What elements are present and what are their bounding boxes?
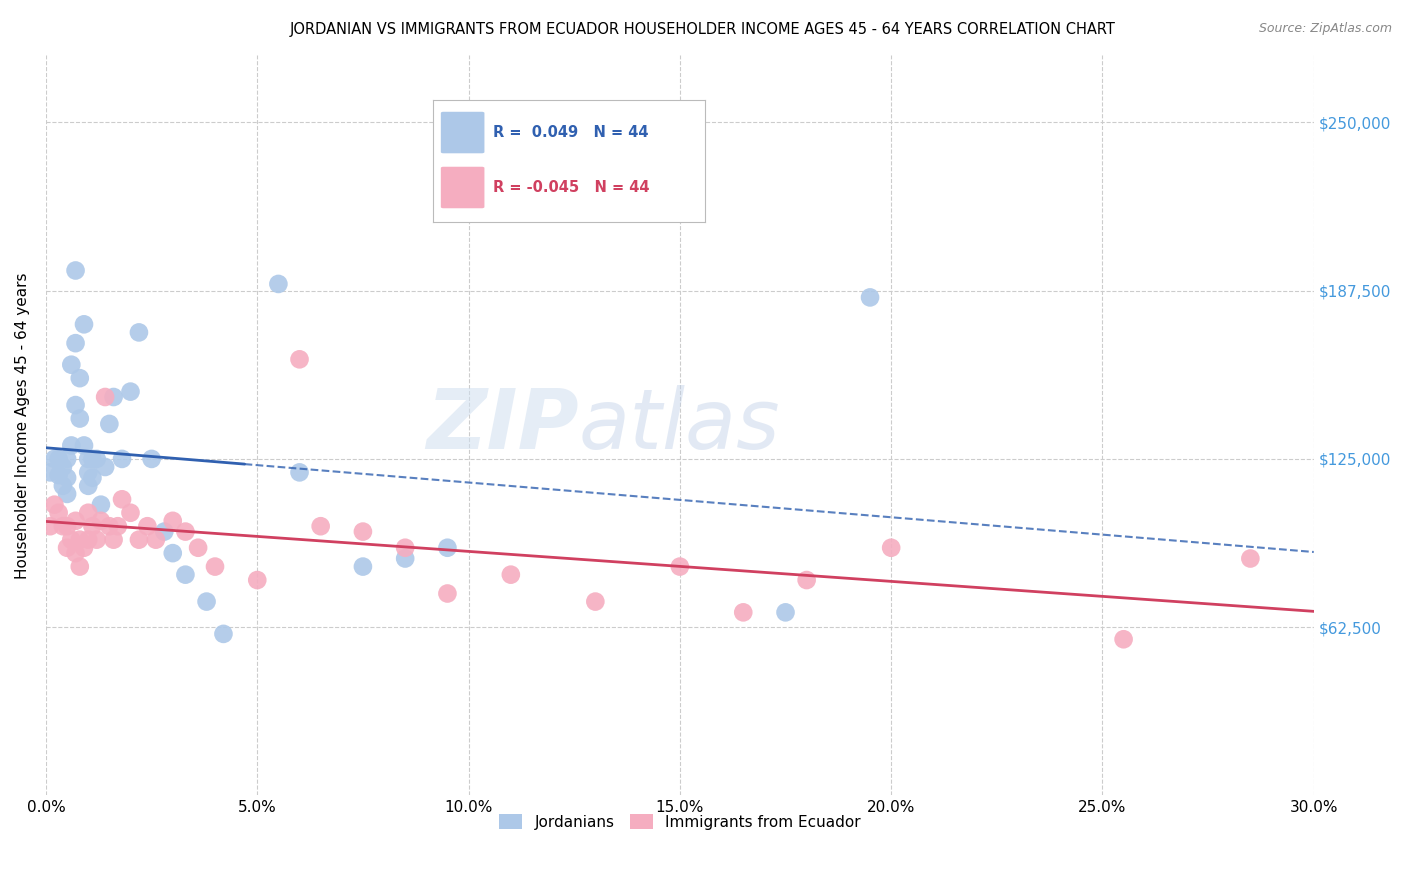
Point [69, 411, 91, 425]
Point [73, 438, 96, 452]
Point [246, 573, 269, 587]
Point [733, 605, 755, 619]
Point [44, 451, 66, 466]
Point [187, 541, 209, 555]
Point [499, 567, 522, 582]
Point [77, 479, 100, 493]
Point [48, 468, 70, 483]
Point [436, 541, 458, 555]
Point [436, 586, 458, 600]
Point [583, 594, 606, 608]
Point [60, 358, 83, 372]
Point [153, 524, 176, 539]
Point [111, 451, 134, 466]
Point [56, 471, 79, 485]
Point [82, 519, 104, 533]
Text: ZIP: ZIP [426, 384, 578, 466]
Text: JORDANIAN VS IMMIGRANTS FROM ECUADOR HOUSEHOLDER INCOME AGES 45 - 64 YEARS CORRE: JORDANIAN VS IMMIGRANTS FROM ECUADOR HOU… [290, 22, 1116, 37]
Point [65, 263, 87, 277]
Text: atlas: atlas [578, 384, 780, 466]
Point [145, 533, 167, 547]
Point [39, 519, 62, 533]
Point [69, 371, 91, 385]
Point [107, 519, 129, 533]
Y-axis label: Householder Income Ages 45 - 64 years: Householder Income Ages 45 - 64 years [15, 272, 30, 579]
Point [65, 546, 87, 560]
Point [195, 594, 218, 608]
Point [86, 533, 108, 547]
Point [162, 546, 184, 560]
Point [128, 326, 150, 340]
Point [82, 471, 104, 485]
Point [120, 506, 142, 520]
Point [267, 277, 290, 291]
Point [204, 559, 226, 574]
Point [56, 451, 79, 466]
Point [859, 290, 882, 304]
Point [52, 479, 75, 493]
Point [394, 541, 416, 555]
Point [669, 559, 692, 574]
Point [98, 519, 121, 533]
Point [77, 533, 100, 547]
Point [52, 460, 75, 475]
Point [174, 567, 197, 582]
Point [90, 514, 112, 528]
Point [69, 559, 91, 574]
Point [775, 605, 797, 619]
Point [56, 487, 79, 501]
Point [352, 559, 374, 574]
Point [73, 541, 96, 555]
Point [60, 533, 83, 547]
Point [103, 533, 125, 547]
Point [65, 514, 87, 528]
Point [796, 573, 818, 587]
Point [212, 627, 235, 641]
Point [111, 492, 134, 507]
Point [94, 460, 117, 475]
Point [309, 519, 332, 533]
Point [394, 551, 416, 566]
Point [288, 352, 311, 367]
Point [90, 498, 112, 512]
Point [1239, 551, 1261, 566]
Point [39, 466, 62, 480]
Point [56, 519, 79, 533]
Point [174, 524, 197, 539]
Point [86, 451, 108, 466]
Point [98, 417, 121, 431]
Point [60, 438, 83, 452]
Point [288, 466, 311, 480]
Point [136, 519, 159, 533]
Point [73, 318, 96, 332]
Point [77, 506, 100, 520]
Point [120, 384, 142, 399]
Point [69, 533, 91, 547]
Point [65, 336, 87, 351]
Point [56, 541, 79, 555]
Point [141, 451, 163, 466]
Point [352, 524, 374, 539]
Point [48, 451, 70, 466]
Legend: Jordanians, Immigrants from Ecuador: Jordanians, Immigrants from Ecuador [494, 807, 866, 836]
Point [44, 498, 66, 512]
Point [48, 506, 70, 520]
Point [103, 390, 125, 404]
Point [82, 451, 104, 466]
Point [52, 519, 75, 533]
Point [94, 390, 117, 404]
Text: Source: ZipAtlas.com: Source: ZipAtlas.com [1258, 22, 1392, 36]
Point [128, 533, 150, 547]
Point [77, 451, 100, 466]
Point [65, 398, 87, 412]
Point [162, 514, 184, 528]
Point [880, 541, 903, 555]
Point [1112, 632, 1135, 647]
Point [77, 466, 100, 480]
